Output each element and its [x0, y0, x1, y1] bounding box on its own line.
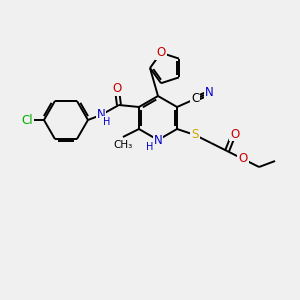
Text: N: N — [205, 86, 213, 100]
Text: H: H — [146, 142, 154, 152]
Text: O: O — [238, 152, 248, 166]
Text: O: O — [156, 46, 166, 59]
Text: N: N — [154, 134, 162, 146]
Text: N: N — [97, 109, 105, 122]
Text: H: H — [103, 117, 111, 127]
Text: Cl: Cl — [21, 113, 33, 127]
Text: C: C — [191, 92, 199, 106]
Text: S: S — [191, 128, 199, 142]
Text: O: O — [112, 82, 122, 95]
Text: O: O — [230, 128, 240, 140]
Text: CH₃: CH₃ — [113, 140, 133, 150]
